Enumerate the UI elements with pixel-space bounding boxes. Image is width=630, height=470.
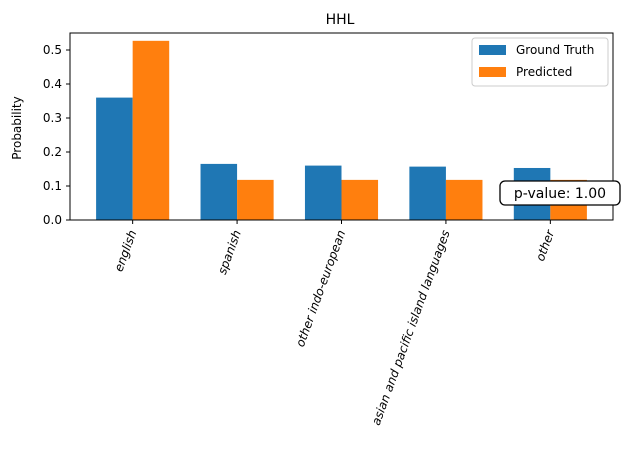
y-tick-label: 0.5	[43, 43, 62, 57]
bar-predicted-2	[341, 179, 379, 220]
y-tick-label: 0.0	[43, 213, 62, 227]
y-tick-label: 0.4	[43, 77, 62, 91]
y-axis-label: Probability	[10, 96, 24, 159]
legend: Ground Truth Predicted	[471, 37, 609, 87]
bar-predicted-3	[445, 179, 483, 220]
x-tick-label: spanish	[215, 228, 244, 276]
bar-ground-truth-0	[96, 97, 133, 220]
plot-frame	[69, 32, 614, 221]
bar-predicted-0	[132, 40, 170, 220]
y-tick-label: 0.3	[43, 111, 62, 125]
legend-label-ground-truth: Ground Truth	[516, 43, 594, 57]
x-tick-label: asian and pacific island languages	[369, 228, 453, 427]
y-tick-label: 0.1	[43, 179, 62, 193]
legend-label-predicted: Predicted	[516, 65, 572, 79]
x-tick-label: other indo-european	[293, 228, 348, 349]
p-value-annotation: p-value: 1.00	[499, 180, 621, 206]
y-tick-label: 0.2	[43, 145, 62, 159]
p-value-text: p-value: 1.00	[514, 186, 606, 202]
x-tick-label: other	[533, 227, 557, 263]
bar-ground-truth-1	[200, 163, 238, 220]
bar-ground-truth-3	[409, 166, 446, 220]
y-ticks-group: 0.0 0.1 0.2 0.3 0.4 0.5	[43, 43, 70, 227]
p-value-box	[499, 180, 621, 206]
x-ticks-group: english spanish other indo-european asian a…	[112, 220, 558, 427]
legend-swatch-ground-truth	[479, 45, 506, 55]
bar-predicted-1	[237, 179, 274, 220]
bar-ground-truth-2	[304, 165, 342, 220]
x-tick-label: english	[112, 228, 140, 273]
legend-swatch-predicted	[479, 67, 506, 77]
chart-title: HHL	[326, 12, 355, 28]
